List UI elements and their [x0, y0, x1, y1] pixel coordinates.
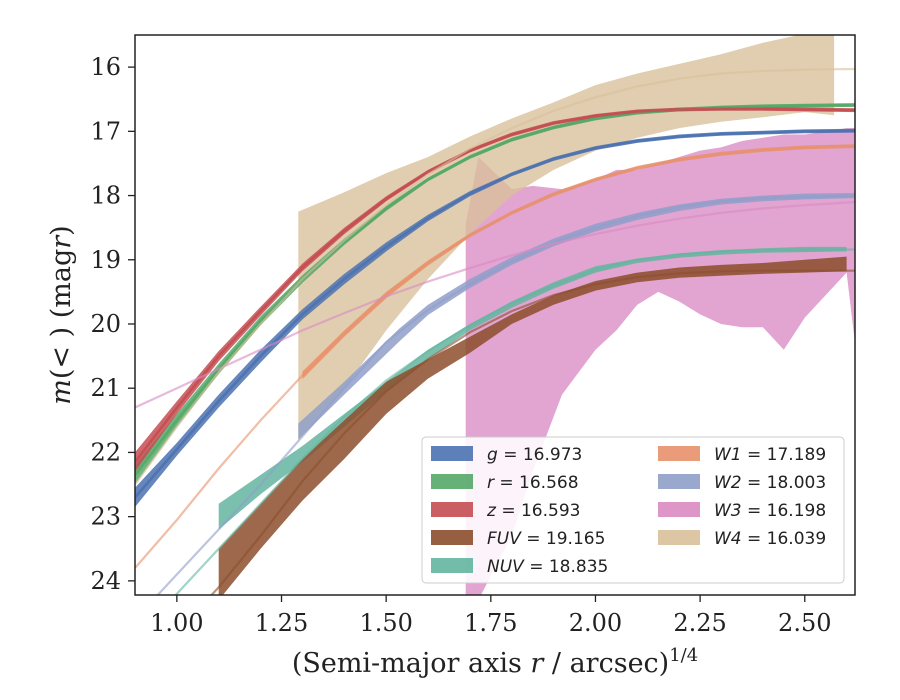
- x-tick-label: 1.75: [464, 609, 517, 637]
- x-axis: 1.00 1.25 1.50 1.75 2.00 2.25 2.50: [150, 595, 831, 637]
- band-fuv: [218, 256, 847, 595]
- curve-w4: [135, 67, 855, 486]
- y-tick-label: 20: [90, 310, 121, 338]
- y-tick-label: 18: [90, 182, 121, 210]
- legend: g = 16.973 r = 16.568 z = 16.593 FUV = 19.1…: [421, 436, 845, 584]
- legend-label-w2: W2 = 18.003: [714, 473, 826, 493]
- legend-swatch-w3: [658, 502, 700, 517]
- y-tick-label: 17: [90, 117, 121, 145]
- uncertainty-bands: [135, 35, 855, 595]
- y-tick-label: 16: [90, 53, 121, 81]
- legend-label-fuv: FUV = 19.165: [487, 529, 605, 549]
- x-tick-label: 2.25: [673, 609, 726, 637]
- y-axis: 16 17 18 19 20 21 22 23 24: [90, 53, 135, 595]
- legend-swatch-z: [431, 502, 473, 517]
- legend-label-w1: W1 = 17.189: [714, 445, 826, 465]
- y-tick-label: 19: [90, 246, 121, 274]
- legend-label-z: z = 16.593: [486, 501, 580, 521]
- legend-swatch-nuv: [431, 558, 473, 573]
- x-tick-label: 1.25: [255, 609, 308, 637]
- legend-label-g: g = 16.973: [487, 445, 582, 465]
- x-tick-label: 1.00: [150, 609, 203, 637]
- x-tick-label: 2.50: [778, 609, 831, 637]
- curve-g: [135, 129, 855, 499]
- curve-z: [135, 107, 855, 463]
- legend-label-r: r = 16.568: [487, 473, 579, 493]
- legend-swatch-fuv: [431, 530, 473, 545]
- curve-fuv: [210, 269, 855, 595]
- curve-r: [135, 103, 855, 476]
- y-tick-label: 23: [90, 503, 121, 531]
- legend-label-w3: W3 = 16.198: [714, 501, 826, 521]
- legend-label-nuv: NUV = 18.835: [487, 557, 608, 577]
- legend-frame: [421, 436, 845, 584]
- y-tick-label: 22: [90, 438, 121, 466]
- band-z: [135, 106, 855, 472]
- legend-swatch-w4: [658, 530, 700, 545]
- plot-frame: [134, 34, 856, 596]
- curve-w2: [156, 194, 855, 595]
- y-axis-label: m(< ) (magr): [46, 225, 77, 404]
- y-tick-label: 21: [90, 374, 121, 402]
- legend-swatch-w2: [658, 474, 700, 489]
- legend-swatch-g: [431, 446, 473, 461]
- legend-label-w4: W4 = 16.039: [714, 529, 826, 549]
- curve-nuv: [174, 248, 855, 595]
- fit-curves: [135, 67, 855, 595]
- curve-w1: [135, 145, 855, 569]
- y-tick-label: 24: [90, 567, 121, 595]
- y-axis-label-text: m(< ) (magr): [46, 225, 77, 404]
- x-tick-label: 1.50: [359, 609, 412, 637]
- legend-swatch-r: [431, 474, 473, 489]
- band-w3: [465, 128, 855, 595]
- x-axis-label-text: (Semi-major axis r / arcsec)1/4: [292, 645, 698, 679]
- x-tick-label: 2.00: [569, 609, 622, 637]
- curve-w3: [135, 200, 855, 409]
- x-axis-label: (Semi-major axis r / arcsec)1/4: [292, 645, 698, 679]
- legend-swatch-w1: [658, 446, 700, 461]
